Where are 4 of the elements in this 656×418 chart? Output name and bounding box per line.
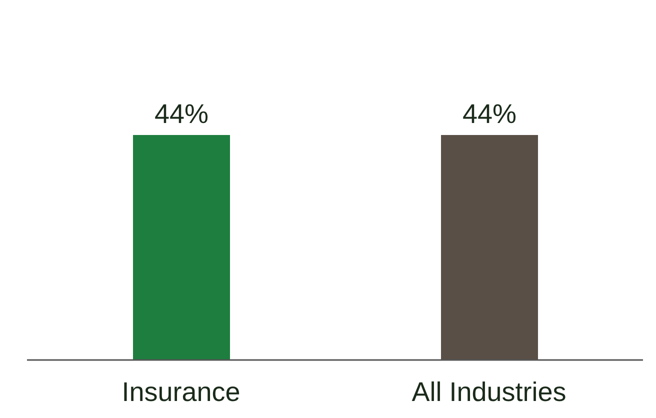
x-tick-label: Insurance [122,377,240,408]
data-label: 44% [154,99,209,129]
x-tick-label: All Industries [412,377,566,408]
data-label: 44% [462,99,517,129]
